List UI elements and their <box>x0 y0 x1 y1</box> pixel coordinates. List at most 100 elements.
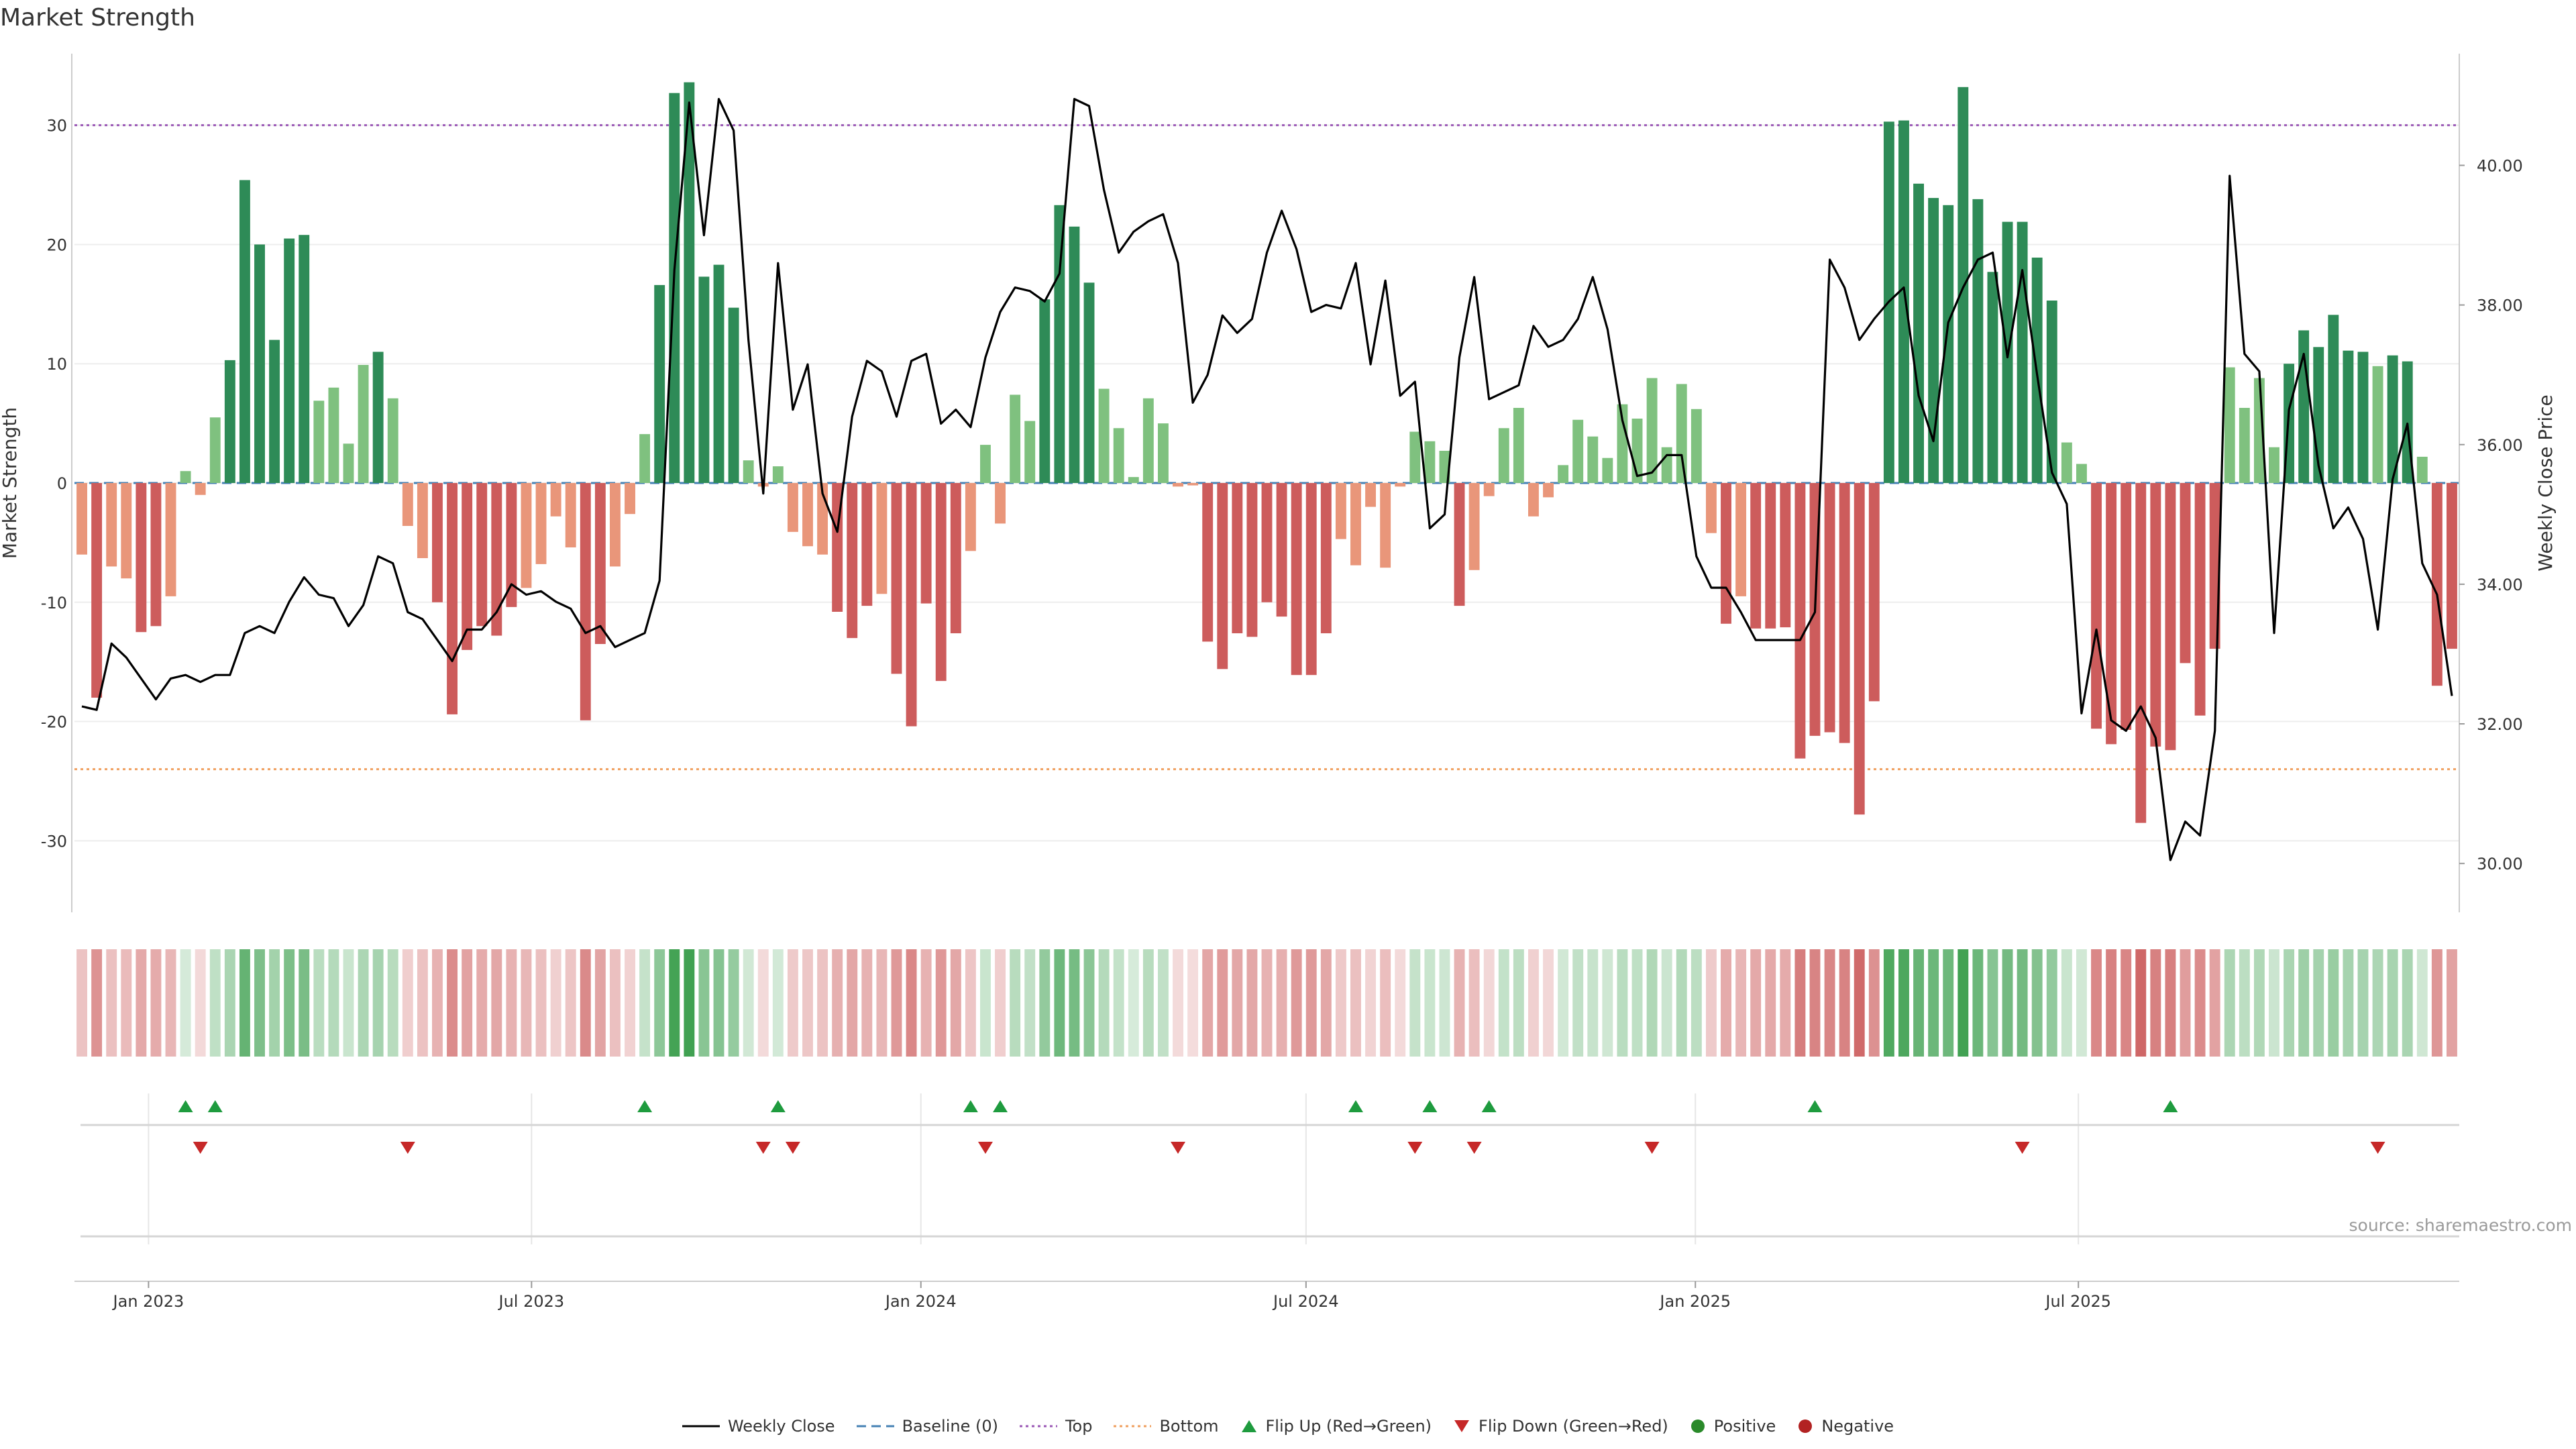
strength-bar <box>1587 436 1599 483</box>
heat-cell <box>1380 949 1391 1057</box>
heat-cell <box>757 949 769 1057</box>
flip-down-marker <box>1171 1142 1186 1154</box>
heat-cell <box>1142 949 1154 1057</box>
heat-cell <box>1173 949 1183 1057</box>
strength-bar <box>2121 483 2132 730</box>
heat-cell <box>1765 949 1776 1057</box>
heat-cell <box>1513 949 1524 1057</box>
strength-bar <box>106 483 117 567</box>
legend-label: Positive <box>1713 1417 1776 1436</box>
flip-up-marker <box>993 1100 1008 1112</box>
heat-cell <box>1291 949 1302 1057</box>
dot-icon <box>1690 1419 1705 1433</box>
heat-cell <box>136 949 147 1057</box>
strength-bar <box>1365 483 1377 507</box>
heat-cell <box>2224 949 2235 1057</box>
heat-cell <box>2343 949 2354 1057</box>
heat-cell <box>1631 949 1643 1057</box>
heat-cell <box>817 949 828 1057</box>
heat-cell <box>639 949 651 1057</box>
strength-bar <box>2046 301 2057 483</box>
strength-bar <box>402 483 413 526</box>
strength-bar <box>847 483 858 639</box>
heat-cell <box>1721 949 1731 1057</box>
strength-bar <box>1261 483 1273 602</box>
heat-cell <box>2031 949 2043 1057</box>
flip-down-marker <box>977 1142 993 1154</box>
strength-bar <box>1839 483 1850 743</box>
heat-cell <box>106 949 117 1057</box>
strength-bar <box>476 483 488 627</box>
heat-cell <box>1039 949 1051 1057</box>
flip-up-marker <box>207 1100 223 1112</box>
strength-bar <box>550 483 561 517</box>
legend-label: Negative <box>1821 1417 1894 1436</box>
legend-item-top: Top <box>1019 1417 1092 1436</box>
heat-cell <box>2106 949 2117 1057</box>
heat-cell <box>180 949 191 1057</box>
heat-cell <box>2284 949 2295 1057</box>
strength-bar <box>684 82 695 483</box>
heat-cell <box>1987 949 1998 1057</box>
strength-bar <box>372 352 384 483</box>
strength-bar <box>1854 483 1865 815</box>
heat-cell <box>2017 949 2028 1057</box>
heat-cell <box>313 949 325 1057</box>
strength-bar <box>1128 477 1139 483</box>
heat-cell <box>2150 949 2161 1057</box>
strength-bar <box>2269 447 2279 483</box>
heat-cell <box>698 949 710 1057</box>
strength-bar <box>224 360 235 483</box>
heat-cell <box>2431 949 2443 1057</box>
strength-bar <box>1010 394 1021 483</box>
heat-cell <box>1113 949 1124 1057</box>
y-tick-label-right: 36.00 <box>2477 436 2523 455</box>
heat-cell <box>950 949 961 1057</box>
heat-cell <box>1010 949 1021 1057</box>
heat-cell <box>1572 949 1584 1057</box>
strength-bar <box>713 264 724 483</box>
strength-bar <box>462 483 473 650</box>
weekly-close-series <box>81 98 2453 861</box>
strength-bar <box>209 417 221 483</box>
heat-cell <box>121 949 132 1057</box>
heat-cell <box>684 949 695 1057</box>
triangle-up-icon <box>1241 1420 1256 1432</box>
heat-cell <box>2135 949 2147 1057</box>
strength-bar <box>1498 428 1509 483</box>
strength-bar <box>1335 483 1346 539</box>
heat-cell <box>1957 949 1969 1057</box>
flip-up-marker <box>770 1100 786 1112</box>
strength-bar <box>787 483 798 532</box>
flip-down-marker <box>400 1142 415 1154</box>
strength-bar <box>2328 315 2339 483</box>
heat-cell <box>1809 949 1821 1057</box>
strength-bar <box>2387 355 2398 483</box>
heat-cell <box>2076 949 2087 1057</box>
strength-bar <box>609 483 621 567</box>
strength-bar <box>1780 483 1791 628</box>
y-tick-label-left: 10 <box>46 355 67 374</box>
y-tick-label-left: -20 <box>41 713 67 732</box>
strength-bar <box>1721 483 1731 624</box>
heat-cell <box>447 949 458 1057</box>
heat-cell <box>2298 949 2310 1057</box>
strength-bar <box>180 471 191 483</box>
heat-cell <box>980 949 991 1057</box>
y-tick-label-right: 32.00 <box>2477 715 2523 734</box>
heat-cell <box>728 949 739 1057</box>
strength-bar <box>2447 483 2457 649</box>
strength-bar <box>1690 409 1702 483</box>
heat-cell <box>195 949 206 1057</box>
heat-cell <box>1617 949 1628 1057</box>
x-tick-label: Jul 2023 <box>498 1292 565 1311</box>
heat-cell <box>743 949 754 1057</box>
y-axis-title-left: Market Strength <box>0 407 21 559</box>
strength-bar <box>876 483 888 594</box>
strength-bar <box>1898 120 1909 484</box>
heat-cell <box>1735 949 1747 1057</box>
strength-bar <box>1202 483 1214 642</box>
heat-cell <box>965 949 976 1057</box>
flip-down-marker <box>193 1142 208 1154</box>
heat-cell <box>2269 949 2279 1057</box>
